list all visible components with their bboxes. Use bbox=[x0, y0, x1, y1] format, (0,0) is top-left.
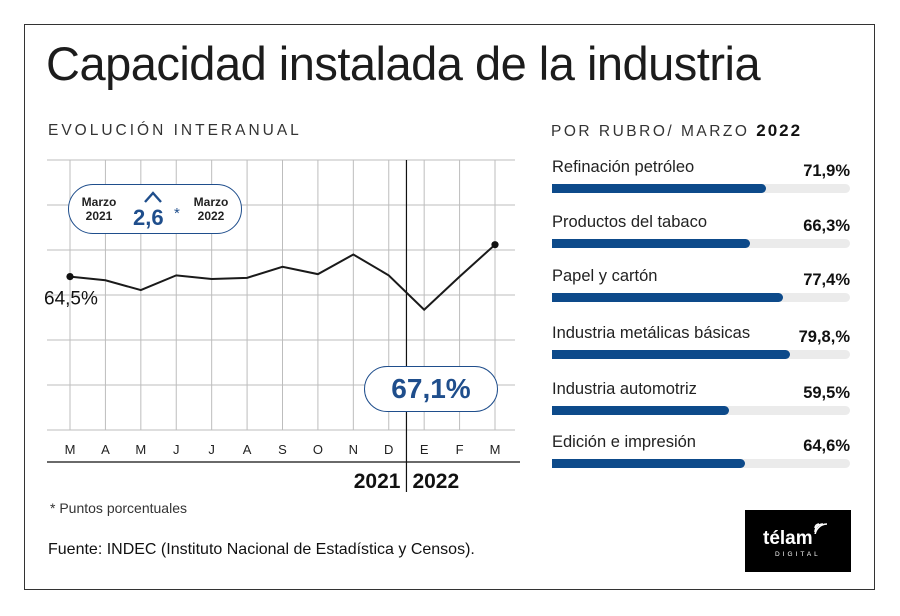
x-tick-label: A bbox=[243, 442, 252, 457]
source-note: Fuente: INDEC (Instituto Nacional de Est… bbox=[48, 541, 475, 558]
badge-left-label: Marzo 2021 bbox=[81, 195, 117, 223]
rubro-bar-track bbox=[552, 406, 850, 415]
x-tick-label: N bbox=[349, 442, 358, 457]
footnote: * Puntos porcentuales bbox=[50, 500, 187, 516]
year-label-right: 2022 bbox=[412, 470, 459, 493]
rubro-bar-track bbox=[552, 350, 850, 359]
rubro-label: Edición e impresión bbox=[552, 433, 696, 451]
x-tick-label: J bbox=[173, 442, 180, 457]
rubro-bar bbox=[552, 350, 790, 359]
rubro-bar-track bbox=[552, 184, 850, 193]
badge-right-label: Marzo 2022 bbox=[193, 195, 229, 223]
x-tick-label: E bbox=[420, 442, 429, 457]
x-tick-label: M bbox=[135, 442, 146, 457]
rubro-bar bbox=[552, 184, 767, 193]
rubro-value-label: 59,5% bbox=[803, 384, 850, 402]
x-tick-label: S bbox=[278, 442, 287, 457]
rubro-bar bbox=[552, 406, 730, 415]
x-tick-label: O bbox=[313, 442, 323, 457]
rubro-bar bbox=[552, 459, 745, 468]
start-value-label: 64,5% bbox=[44, 289, 98, 310]
badge-change-value: 2,6 bbox=[133, 205, 164, 230]
rubro-bar-track bbox=[552, 239, 850, 248]
rubro-row: Industria automotriz 59,5% bbox=[552, 380, 852, 420]
series-line bbox=[69, 243, 496, 312]
infographic-frame bbox=[24, 24, 875, 590]
end-point bbox=[491, 241, 499, 249]
page-title: Capacidad instalada de la industria bbox=[46, 37, 761, 90]
rubro-row: Edición e impresión 64,6% bbox=[552, 433, 852, 473]
year-label-left: 2021 bbox=[354, 470, 401, 493]
signal-waves-icon bbox=[814, 523, 828, 534]
rubro-label: Productos del tabaco bbox=[552, 213, 708, 231]
rubro-heading-year: 2022 bbox=[756, 121, 803, 140]
rubro-heading-prefix: POR RUBRO/ MARZO bbox=[551, 123, 750, 140]
rubro-row: Productos del tabaco 66,3% bbox=[552, 213, 852, 253]
x-tick-label: A bbox=[101, 442, 110, 457]
rubro-row: Papel y cartón 77,4% bbox=[552, 267, 852, 307]
rubro-value-label: 64,6% bbox=[803, 437, 850, 455]
logo-word: télam bbox=[763, 528, 813, 549]
rubro-label: Refinación petróleo bbox=[552, 158, 695, 176]
rubro-label: Industria automotriz bbox=[552, 380, 697, 398]
rubro-value-label: 66,3% bbox=[803, 217, 850, 235]
rubro-row: Industria metálicas básicas 79,8,% bbox=[552, 324, 852, 364]
start-point bbox=[66, 272, 74, 281]
rubro-row: Refinación petróleo 71,9% bbox=[552, 158, 852, 198]
badge-asterisk: * bbox=[174, 205, 180, 222]
rubro-value-label: 79,8,% bbox=[798, 328, 850, 346]
telam-logo: télam DIGITAL bbox=[745, 510, 851, 572]
rubro-heading: POR RUBRO/ MARZO 2022 bbox=[551, 121, 802, 141]
x-tick-label: M bbox=[490, 442, 501, 457]
rubro-label: Papel y cartón bbox=[552, 267, 658, 285]
rubro-bar-track bbox=[552, 459, 850, 468]
change-badge: Marzo 2021 2,6 * Marzo 2022 bbox=[68, 184, 242, 234]
chart-subtitle: EVOLUCIÓN INTERANUAL bbox=[48, 122, 302, 139]
logo-sub: DIGITAL bbox=[775, 551, 821, 558]
rubro-value-label: 71,9% bbox=[803, 162, 850, 180]
chevron-up-icon bbox=[144, 191, 162, 203]
rubro-bar-track bbox=[552, 293, 850, 302]
rubro-label: Industria metálicas básicas bbox=[552, 324, 751, 342]
x-tick-label: J bbox=[208, 442, 215, 457]
x-tick-label: F bbox=[456, 442, 464, 457]
rubro-bar bbox=[552, 239, 750, 248]
x-tick-label: D bbox=[384, 442, 393, 457]
end-value-badge: 67,1% bbox=[364, 366, 498, 412]
rubro-bar bbox=[552, 293, 783, 302]
rubro-value-label: 77,4% bbox=[803, 271, 850, 289]
x-tick-label: M bbox=[65, 442, 76, 457]
